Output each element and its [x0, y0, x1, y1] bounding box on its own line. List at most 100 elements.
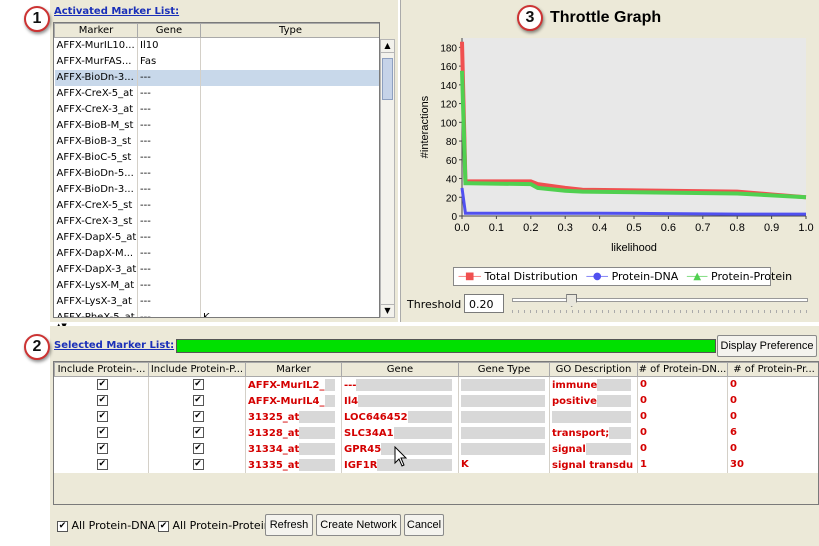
cancel-button[interactable]: Cancel	[404, 514, 444, 536]
table-row[interactable]: AFFX-LysX-3_at ---	[54, 293, 379, 310]
scroll-down-arrow[interactable]: ▼	[381, 304, 394, 317]
table-cell	[200, 117, 379, 134]
vertical-scrollbar[interactable]: ▲ ▼	[380, 39, 395, 318]
checkbox[interactable]: ✔	[192, 442, 204, 454]
table-row[interactable]: ✔ ✔ AFFX-MurIL4_ Il4 positive 0 0	[54, 392, 818, 409]
table-row[interactable]: AFFX-DapX-5_at ---	[54, 229, 379, 246]
table-row[interactable]: AFFX-BioB-3_st ---	[54, 133, 379, 150]
legend-item: —▲— Protein-Protein	[686, 270, 792, 283]
checkbox[interactable]: ✔	[96, 379, 108, 390]
checkbox-cell[interactable]: ✔	[148, 392, 246, 409]
table-cell: ---	[137, 117, 201, 134]
table-cell	[200, 181, 379, 198]
x-tick-label: 0.8	[730, 222, 745, 234]
table-row[interactable]: ✔ ✔ 31328_at SLC34A1 transport; 0 6	[54, 424, 818, 441]
column-header[interactable]: Marker	[245, 362, 342, 377]
column-header[interactable]: Include Protein-P...	[148, 362, 246, 377]
threshold-slider[interactable]	[510, 294, 810, 314]
highlight-bar	[585, 442, 631, 455]
table-cell	[200, 69, 379, 86]
y-tick-label: 100	[440, 118, 457, 129]
checkbox-cell[interactable]: ✔	[148, 440, 246, 457]
checkbox-cell[interactable]: ✔	[148, 376, 246, 393]
table-row[interactable]: AFFX-CreX-5_st ---	[54, 197, 379, 214]
scroll-thumb[interactable]	[382, 58, 393, 100]
x-axis-label: likelihood	[611, 242, 657, 254]
series-line	[460, 70, 807, 200]
column-header[interactable]: # of Protein-Pr...	[727, 362, 818, 377]
checkbox-cell[interactable]: ✔	[54, 456, 149, 473]
gene-value: ---	[344, 379, 357, 391]
column-header[interactable]: Include Protein-...	[54, 362, 149, 377]
column-header[interactable]: # of Protein-DN...	[637, 362, 728, 377]
throttle-chart: 0.0 0.1 0.2 0.3 0.4 0.5 0.6 0.7 0.8 0.9 1.0 0 20 40 60…	[419, 38, 814, 254]
column-header[interactable]: Type	[200, 23, 379, 38]
table-cell: ---	[137, 261, 201, 278]
checkbox-cell[interactable]: ✔	[148, 424, 246, 441]
x-tick-label: 0.4	[592, 222, 607, 234]
table-row[interactable]: AFFX-BioB-M_st ---	[54, 117, 379, 134]
table-row[interactable]: ✔ ✔ 31334_at GPR45 signal 0 0	[54, 440, 818, 457]
table-row[interactable]: AFFX-PheX-5_at --- K	[54, 309, 379, 317]
checkbox[interactable]: ✔	[192, 458, 204, 470]
checkbox[interactable]: ✔	[192, 379, 204, 390]
all-protein-protein-checkbox[interactable]: ✔ All Protein-Protein	[158, 519, 271, 532]
checkbox[interactable]: ✔	[96, 394, 108, 406]
gene-value: LOC646452	[344, 411, 408, 423]
checkbox-cell[interactable]: ✔	[54, 440, 149, 457]
callout-2: 2	[24, 334, 50, 360]
dna-value: 0	[640, 443, 647, 454]
scroll-up-arrow[interactable]: ▲	[381, 40, 394, 53]
checkbox[interactable]: ✔	[96, 442, 108, 454]
threshold-input[interactable]: 0.20	[464, 294, 504, 313]
table-row[interactable]: AFFX-BioC-5_st ---	[54, 149, 379, 166]
column-header[interactable]: Gene Type	[458, 362, 550, 377]
table-row[interactable]: AFFX-BioDn-3... ---	[54, 69, 379, 86]
table-cell: AFFX-MurFAS...	[54, 53, 138, 70]
legend-marker-icon: —▲—	[686, 271, 708, 282]
column-header[interactable]: GO Description	[549, 362, 638, 377]
table-row[interactable]: ✔ ✔ 31325_at LOC646452 0 0	[54, 408, 818, 425]
table-cell	[200, 229, 379, 246]
refresh-button[interactable]: Refresh	[265, 514, 313, 536]
checkbox[interactable]: ✔	[96, 410, 108, 422]
checkbox[interactable]: ✔	[192, 426, 204, 438]
gene-value: IGF1R	[344, 459, 378, 471]
table-row[interactable]: AFFX-CreX-3_at ---	[54, 101, 379, 118]
column-header[interactable]: Gene	[341, 362, 459, 377]
checkbox[interactable]: ✔	[96, 458, 108, 470]
checkbox[interactable]: ✔	[192, 394, 204, 406]
display-preference-button[interactable]: Display Preference	[717, 335, 817, 357]
checkbox-cell[interactable]: ✔	[54, 392, 149, 409]
table-row[interactable]: AFFX-BioDn-3... ---	[54, 181, 379, 198]
marker-value: 31334_at	[248, 443, 300, 455]
checkbox[interactable]: ✔	[192, 410, 204, 422]
table-cell: 1	[637, 456, 728, 473]
slider-thumb[interactable]	[566, 294, 578, 307]
table-row[interactable]: AFFX-MurIL10... Il10	[54, 37, 379, 54]
checkbox-cell[interactable]: ✔	[148, 408, 246, 425]
checkbox-cell[interactable]: ✔	[54, 424, 149, 441]
table-row[interactable]: ✔ ✔ AFFX-MurIL2_ --- immune 0 0	[54, 376, 818, 393]
table-row[interactable]: AFFX-MurFAS... Fas	[54, 53, 379, 70]
dna-value: 0	[640, 379, 647, 391]
checkbox-cell[interactable]: ✔	[54, 376, 149, 393]
column-header[interactable]: Marker	[54, 23, 138, 38]
table-cell: ---	[137, 181, 201, 198]
create-network-button[interactable]: Create Network	[316, 514, 401, 536]
all-protein-dna-checkbox[interactable]: ✔ All Protein-DNA	[57, 519, 156, 532]
highlight-bar	[461, 394, 545, 407]
table-row[interactable]: AFFX-CreX-3_st ---	[54, 213, 379, 230]
table-row[interactable]: AFFX-CreX-5_at ---	[54, 85, 379, 102]
table-cell	[458, 392, 550, 409]
column-header[interactable]: Gene	[137, 23, 201, 38]
table-row[interactable]: AFFX-DapX-3_at ---	[54, 261, 379, 278]
table-row[interactable]: AFFX-BioDn-5... ---	[54, 165, 379, 182]
checkbox-cell[interactable]: ✔	[54, 408, 149, 425]
checkbox-cell[interactable]: ✔	[148, 456, 246, 473]
table-row[interactable]: AFFX-DapX-M... ---	[54, 245, 379, 262]
all-protein-protein-label: All Protein-Protein	[172, 519, 271, 532]
checkbox[interactable]: ✔	[96, 426, 108, 438]
table-row[interactable]: AFFX-LysX-M_at ---	[54, 277, 379, 294]
